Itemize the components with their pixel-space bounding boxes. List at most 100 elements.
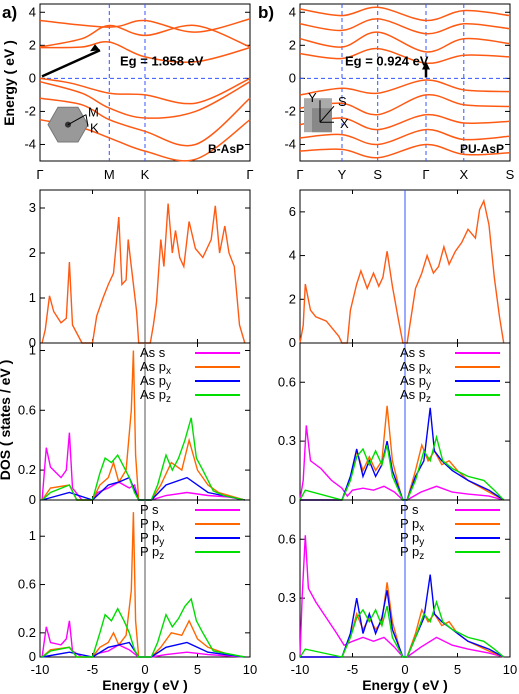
dos-series-p-p_y	[300, 574, 505, 658]
legend-label: As pz	[140, 387, 171, 405]
band-line	[299, 143, 511, 159]
y-tick-label: -4	[284, 136, 296, 151]
legend-label: As s	[400, 345, 426, 360]
dos-series-p-p_z	[41, 597, 245, 658]
y-tick-label: 0	[289, 649, 296, 664]
dos-series-p-s	[299, 535, 504, 658]
x-tick-label: -10	[291, 662, 310, 677]
band-line	[299, 6, 511, 22]
inset-label: S	[338, 94, 347, 109]
legend-label: P py	[400, 530, 424, 548]
y-tick-label: 0.3	[278, 433, 296, 448]
band-frame	[299, 3, 511, 162]
y-tick-label: 1	[29, 290, 36, 305]
kpoint-label: Γ	[246, 167, 253, 182]
inset-path	[319, 100, 335, 123]
y-tick-label: 0.6	[278, 374, 296, 389]
x-tick-label: 0	[141, 662, 148, 677]
kpoint-label: S	[506, 167, 515, 182]
y-tick-label: 0	[29, 70, 36, 85]
y-tick-label: 0	[289, 70, 296, 85]
x-tick-label: -5	[87, 662, 99, 677]
band-line	[299, 128, 511, 146]
y-tick-label: 0.6	[278, 531, 296, 546]
legend-label: P py	[140, 530, 164, 548]
band-line	[299, 113, 511, 131]
dos-series-as-p_y	[300, 407, 505, 501]
y-tick-label: -4	[24, 136, 36, 151]
y-tick-label: -2	[24, 103, 36, 118]
x-tick-label: -10	[31, 662, 50, 677]
band-line	[39, 24, 251, 48]
kpoint-label: M	[104, 167, 115, 182]
band-line	[39, 40, 251, 63]
y-tick-label: 0.6	[18, 402, 36, 417]
structure-name: PU-AsP	[460, 142, 504, 156]
y-tick-label: 2	[289, 291, 296, 306]
band-line	[39, 77, 251, 105]
y-axis-label-energy: Energy ( eV )	[1, 40, 17, 126]
band-line	[299, 47, 511, 64]
inset-label: X	[340, 116, 349, 131]
gap-arrowhead	[90, 44, 100, 52]
y-axis-label-dos: DOS ( states / eV )	[0, 360, 13, 481]
y-tick-label: 3	[29, 200, 36, 215]
y-tick-label: 4	[289, 4, 296, 19]
kpoint-label: K	[141, 167, 150, 182]
gap-arrow	[41, 49, 101, 78]
kpoint-label: S	[373, 167, 382, 182]
x-tick-label: 10	[503, 662, 517, 677]
y-tick-label: 6	[289, 204, 296, 219]
band-line	[299, 31, 511, 53]
inset-label: K	[90, 121, 99, 136]
dos-series-as-p_y	[41, 476, 245, 501]
kpoint-label: Y	[338, 167, 347, 182]
dos-series-as-s	[299, 425, 504, 501]
y-tick-label: 0	[29, 335, 36, 350]
x-tick-label: 0	[401, 662, 408, 677]
dos-series-total	[41, 203, 246, 344]
y-tick-label: 0.6	[18, 577, 36, 592]
y-tick-label: 0	[29, 649, 36, 664]
kpoint-label: X	[459, 167, 468, 182]
y-tick-label: 0.2	[18, 462, 36, 477]
kpoint-label: Γ	[36, 167, 43, 182]
dos-series-total	[299, 198, 505, 344]
dos-series-p-p_x	[300, 582, 504, 658]
band-gap-label: Eg = 0.924 eV	[345, 53, 429, 68]
legend-label: As pz	[400, 387, 431, 405]
kpoint-label: Γ	[296, 167, 303, 182]
band-line	[299, 18, 511, 35]
inset-path	[67, 114, 87, 126]
dos-series-as-s	[41, 432, 245, 501]
y-tick-label: -2	[284, 103, 296, 118]
x-axis-label: Energy ( eV )	[102, 677, 188, 693]
y-tick-label: 1	[29, 342, 36, 357]
x-axis-label: Energy ( eV )	[362, 677, 448, 693]
kpoint-label: Γ	[422, 167, 429, 182]
legend-label: P px	[140, 516, 164, 534]
band-line	[299, 79, 511, 96]
legend-label: P pz	[140, 544, 164, 562]
legend-label: P px	[400, 516, 424, 534]
gap-arrowhead	[422, 61, 430, 70]
inset-path	[85, 114, 89, 127]
y-tick-label: 2	[29, 245, 36, 260]
panel-label: a)	[2, 3, 17, 22]
y-tick-label: 4	[289, 248, 296, 263]
panel-label: b)	[258, 3, 274, 22]
x-tick-label: 5	[194, 662, 201, 677]
band-gap-label: Eg = 1.858 eV	[120, 53, 204, 68]
y-tick-label: 0.3	[278, 590, 296, 605]
y-tick-label: 1	[29, 528, 36, 543]
structure-name: B-AsP	[208, 142, 244, 156]
legend-label: P pz	[400, 544, 424, 562]
y-tick-label: 0.2	[18, 625, 36, 640]
legend-label: As s	[140, 345, 166, 360]
y-tick-label: 0	[289, 335, 296, 350]
y-tick-label: 2	[289, 37, 296, 52]
dos-series-p-p_z	[299, 599, 505, 658]
legend-label: As px	[400, 359, 431, 377]
inset-label: Y	[308, 90, 317, 105]
